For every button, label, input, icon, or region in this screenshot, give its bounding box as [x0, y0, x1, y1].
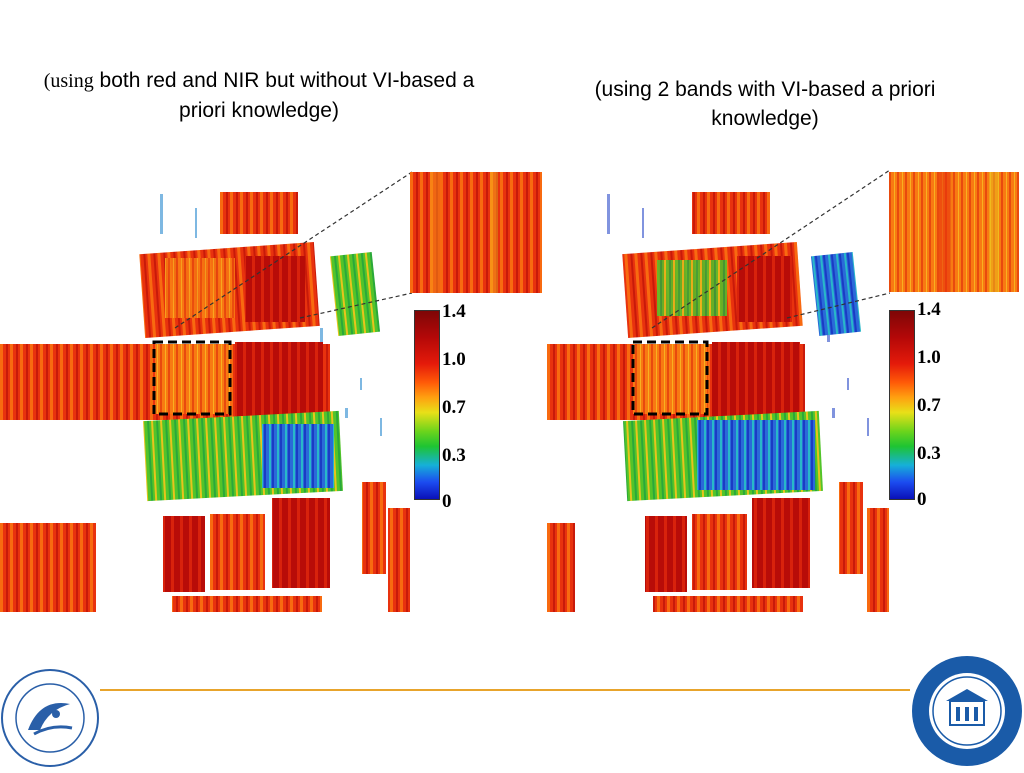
colorbar-tick: 0.3 [917, 443, 941, 464]
colorbar-tick: 1.4 [917, 299, 941, 320]
colorbar-tick: 0.7 [442, 397, 466, 418]
colorbar-tick: 1.0 [442, 349, 466, 370]
university-seal-icon [910, 655, 1024, 768]
left-caption-text: both red and NIR but without VI-based a … [93, 69, 475, 122]
right-panel-caption: (using 2 bands with VI-based a priori kn… [594, 78, 936, 130]
lab-logo-icon [0, 668, 100, 768]
right-colorbar: 1.4 1.0 0.7 0.3 0 [887, 300, 967, 515]
colorbar-gradient [414, 310, 440, 500]
footer-divider [100, 689, 910, 691]
colorbar-tick: 1.0 [917, 347, 941, 368]
colorbar-tick: 0.3 [442, 445, 466, 466]
left-zoom-inset [410, 172, 542, 293]
left-panel-caption: (using both red and NIR but without VI-b… [28, 66, 490, 125]
colorbar-tick: 0 [442, 491, 452, 512]
left-lai-map [0, 168, 415, 612]
right-lai-map [547, 168, 890, 612]
left-colorbar: 1.4 1.0 0.7 0.3 0 [412, 300, 492, 515]
colorbar-tick: 0.7 [917, 395, 941, 416]
colorbar-gradient [889, 310, 915, 500]
left-caption-prefix: (using [43, 70, 94, 92]
right-zoom-inset [889, 172, 1019, 292]
colorbar-tick: 0 [917, 489, 927, 510]
colorbar-tick: 1.4 [442, 301, 466, 322]
